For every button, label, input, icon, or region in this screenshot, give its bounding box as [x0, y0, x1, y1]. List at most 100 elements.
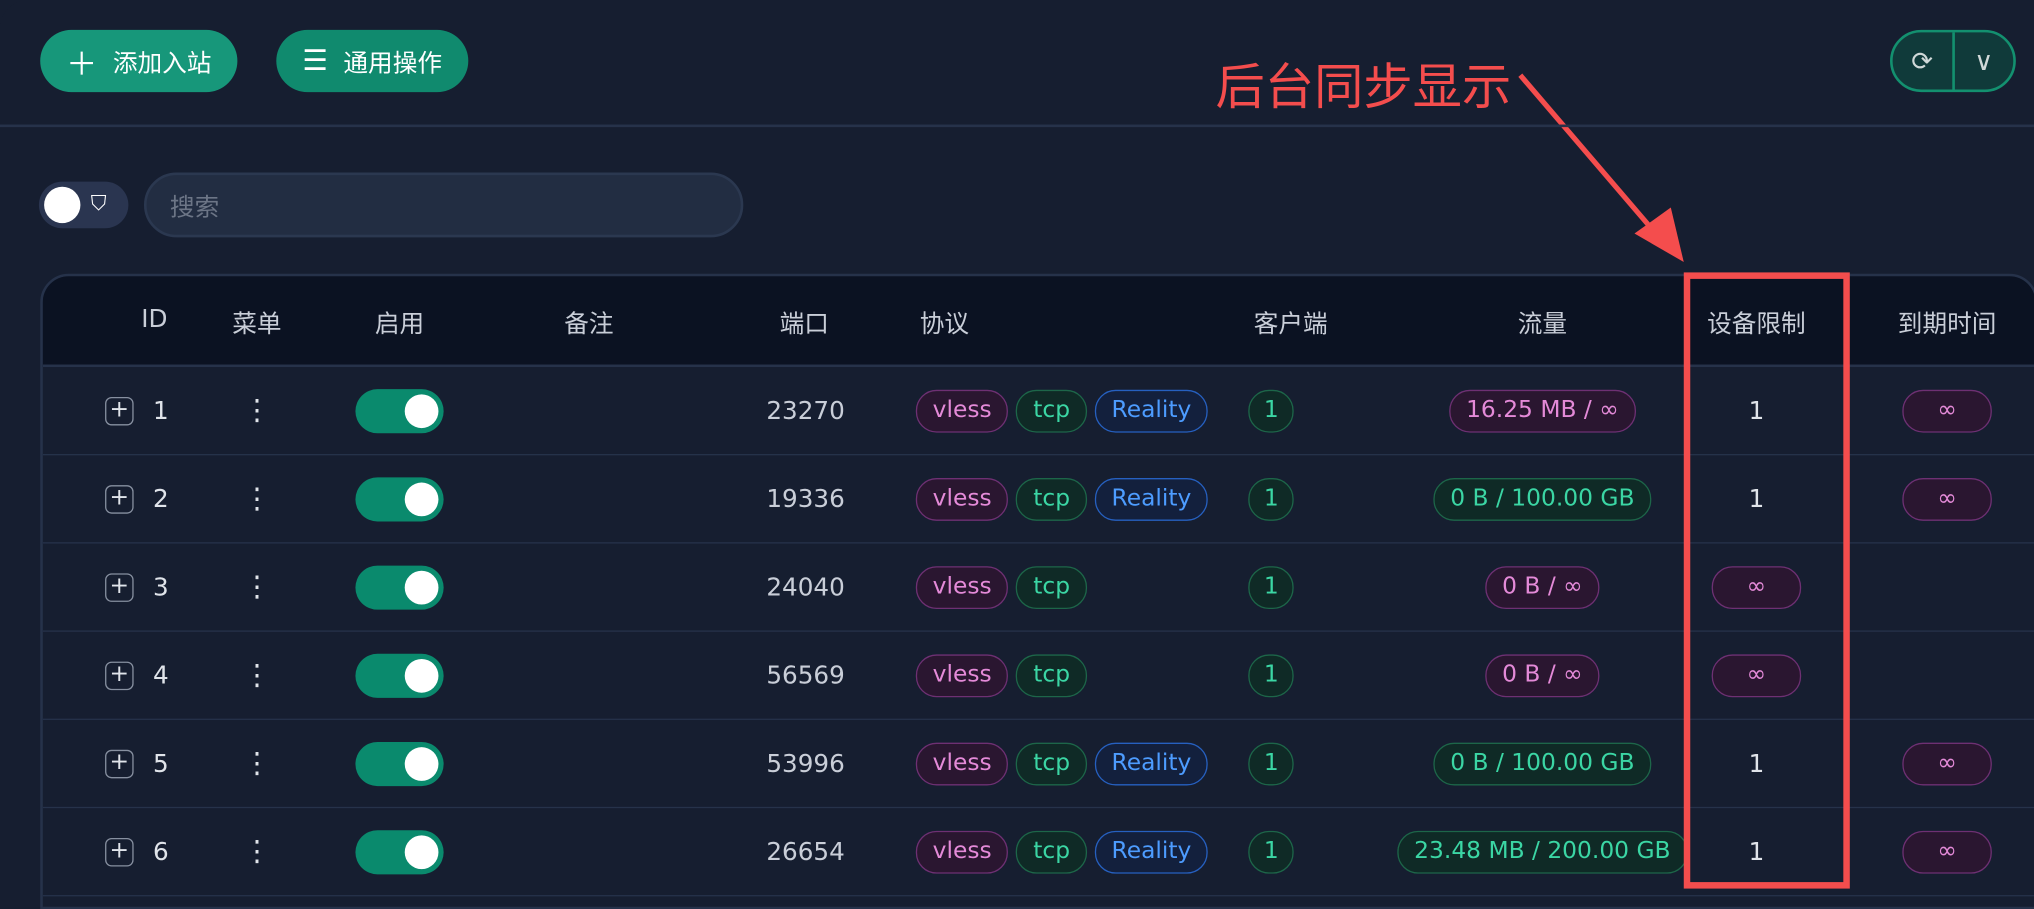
protocol-tag: tcp — [1016, 477, 1087, 521]
protocol-tag: tcp — [1016, 565, 1087, 609]
traffic-badge: 16.25 MB / ∞ — [1449, 389, 1636, 432]
header-traffic: 流量 — [1517, 310, 1568, 339]
table-row: + 5 ⋮ 53996 vless tcp Reality 1 0 B / 100.… — [42, 720, 2034, 809]
inbounds-table: ID 菜单 启用 备注 端口 协议 客户端 流量 设备限制 到期时间 + 1 ⋮… — [40, 273, 2034, 909]
protocol-tags: vless tcp Reality — [915, 477, 1216, 521]
protocol-tag: Reality — [1094, 389, 1209, 432]
device-limit-value: 1 — [1748, 396, 1765, 425]
refresh-icon[interactable]: ⟳ — [1893, 32, 1955, 90]
protocol-tag: vless — [915, 389, 1009, 432]
enable-switch[interactable] — [355, 653, 444, 698]
protocol-tag: vless — [915, 830, 1009, 874]
enable-switch[interactable] — [355, 477, 444, 522]
row-id: 3 — [153, 572, 169, 602]
header-menu: 菜单 — [232, 310, 282, 339]
row-port: 26654 — [766, 837, 845, 866]
annotation-highlight-box — [1683, 272, 1850, 889]
protocol-tag: vless — [915, 477, 1009, 521]
row-menu-icon[interactable]: ⋮ — [242, 835, 272, 868]
protocol-tags: vless tcp Reality — [915, 741, 1216, 785]
row-menu-icon[interactable]: ⋮ — [242, 482, 272, 515]
expiry-badge: ∞ — [1902, 477, 1992, 521]
enable-switch[interactable] — [355, 565, 444, 610]
clients-count: 1 — [1248, 389, 1295, 432]
traffic-badge: 0 B / ∞ — [1485, 565, 1600, 609]
header-clients: 客户端 — [1253, 310, 1328, 339]
table-row: + 3 ⋮ 24040 vless tcp 1 0 B / ∞ ∞ — [42, 544, 2034, 632]
protocol-tags: vless tcp Reality — [915, 389, 1216, 432]
protocol-tag: vless — [915, 741, 1009, 785]
header-protocol: 协议 — [919, 310, 970, 339]
table-header: ID 菜单 启用 备注 端口 协议 客户端 流量 设备限制 到期时间 — [42, 276, 2034, 368]
header-remark: 备注 — [564, 310, 614, 339]
protocol-tag: vless — [915, 565, 1009, 609]
header-id: ID — [141, 304, 168, 334]
protocol-tag: Reality — [1094, 741, 1209, 785]
table-row: + 4 ⋮ 56569 vless tcp 1 0 B / ∞ ∞ — [42, 632, 2034, 720]
device-limit-value: 1 — [1748, 837, 1765, 866]
device-limit-badge: ∞ — [1711, 653, 1802, 697]
protocol-tags: vless tcp Reality — [915, 830, 1216, 874]
protocol-tag: tcp — [1016, 741, 1087, 785]
header-port: 端口 — [779, 310, 829, 339]
traffic-badge: 0 B / 100.00 GB — [1433, 477, 1652, 521]
filter-toggle[interactable]: ⛉ — [38, 181, 129, 229]
enable-switch[interactable] — [355, 830, 444, 875]
row-menu-icon[interactable]: ⋮ — [242, 658, 272, 692]
table-row: + 6 ⋮ 26654 vless tcp Reality 1 23.48 MB /… — [42, 808, 2034, 897]
protocol-tag: tcp — [1016, 653, 1087, 697]
row-port: 24040 — [766, 572, 845, 602]
header-enable: 启用 — [374, 310, 425, 339]
enable-switch[interactable] — [355, 741, 444, 787]
protocol-tag: tcp — [1016, 389, 1087, 432]
expiry-badge: ∞ — [1902, 741, 1992, 785]
device-limit-value: 1 — [1748, 749, 1765, 778]
filter-icon: ⛉ — [90, 190, 107, 216]
row-id: 6 — [153, 837, 169, 866]
plus-icon: ＋ — [66, 46, 98, 83]
table-row: + 2 ⋮ 19336 vless tcp Reality 1 0 B / 100.… — [42, 455, 2034, 544]
traffic-badge: 0 B / 100.00 GB — [1433, 741, 1652, 785]
row-id: 1 — [153, 396, 169, 425]
divider — [0, 124, 2034, 128]
clients-count: 1 — [1248, 653, 1295, 697]
expand-row-icon[interactable]: + — [105, 484, 134, 514]
expand-row-icon[interactable]: + — [105, 660, 134, 690]
refresh-button-group: ⟳ ∨ — [1890, 29, 2016, 93]
protocol-tags: vless tcp — [915, 653, 1095, 697]
row-port: 53996 — [766, 749, 845, 778]
search-input[interactable]: 搜索 — [143, 172, 744, 238]
chevron-down-icon[interactable]: ∨ — [1974, 45, 1994, 77]
clients-count: 1 — [1248, 565, 1295, 609]
toggle-knob — [44, 186, 81, 224]
annotation-arrow — [1518, 73, 1684, 263]
protocol-tag: tcp — [1016, 830, 1087, 874]
row-port: 19336 — [766, 484, 845, 514]
protocol-tag: Reality — [1094, 830, 1209, 874]
row-port: 23270 — [766, 396, 845, 425]
general-actions-button[interactable]: ☰ 通用操作 — [276, 29, 468, 93]
row-id: 4 — [153, 660, 169, 690]
expiry-badge: ∞ — [1902, 389, 1992, 432]
enable-switch[interactable] — [355, 389, 444, 434]
header-expiry: 到期时间 — [1897, 310, 1997, 339]
clients-count: 1 — [1248, 830, 1295, 874]
protocol-tag: Reality — [1094, 477, 1209, 521]
row-menu-icon[interactable]: ⋮ — [242, 570, 272, 604]
protocol-tag: vless — [915, 653, 1009, 697]
expand-row-icon[interactable]: + — [105, 572, 134, 602]
row-id: 2 — [153, 484, 169, 514]
expiry-badge: ∞ — [1902, 830, 1992, 874]
clients-count: 1 — [1248, 741, 1295, 785]
row-menu-icon[interactable]: ⋮ — [242, 394, 272, 427]
traffic-badge: 23.48 MB / 200.00 GB — [1397, 830, 1688, 874]
clients-count: 1 — [1248, 477, 1295, 521]
add-inbound-button[interactable]: ＋ 添加入站 — [40, 29, 238, 93]
protocol-tags: vless tcp — [915, 565, 1095, 609]
expand-row-icon[interactable]: + — [105, 396, 134, 425]
annotation-text: 后台同步显示 — [1215, 58, 1512, 116]
row-menu-icon[interactable]: ⋮ — [242, 747, 272, 780]
expand-row-icon[interactable]: + — [105, 837, 134, 866]
expand-row-icon[interactable]: + — [105, 749, 134, 778]
